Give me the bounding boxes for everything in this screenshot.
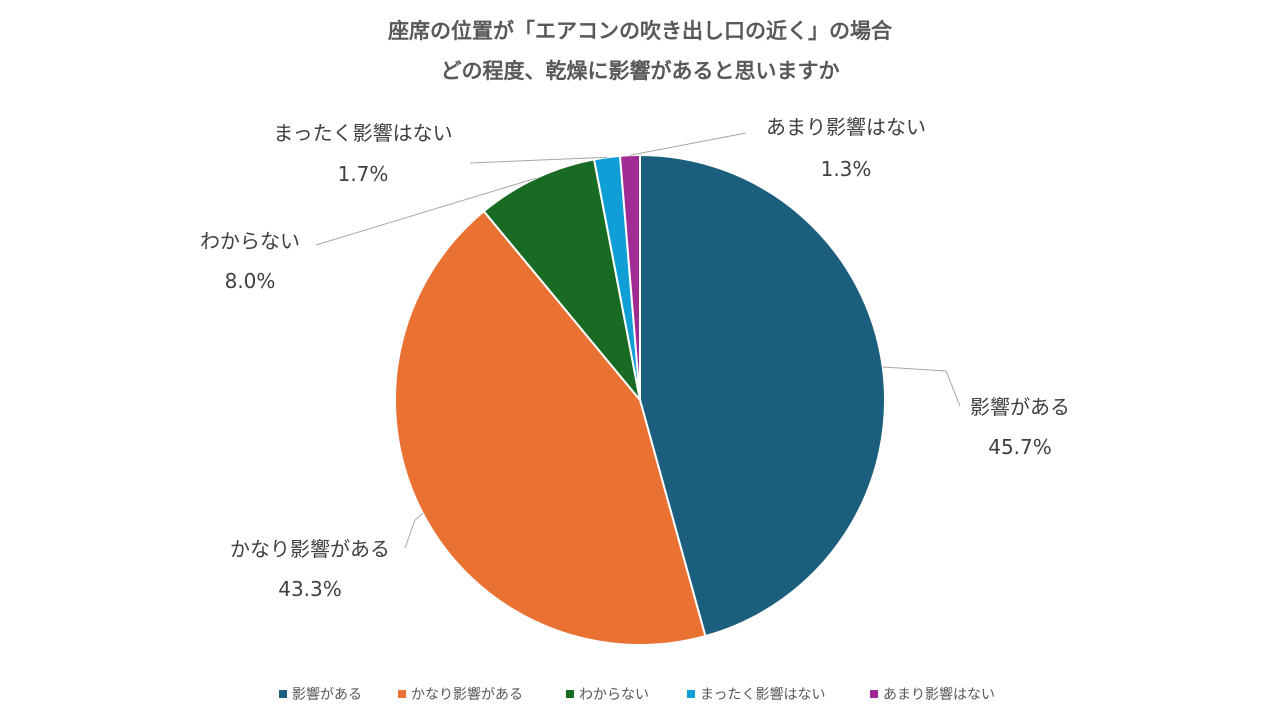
legend-marker (566, 690, 574, 698)
legend-label: 影響がある (292, 686, 362, 703)
legend-label: まったく影響はない (700, 686, 825, 703)
legend-item-4: あまり影響はない (870, 686, 995, 703)
pie-slices (394, 153, 886, 646)
leader-lines (315, 132, 961, 549)
pie-slice-4 (618, 153, 641, 401)
data-label-0: 影響がある 45.7% (970, 395, 1070, 459)
data-label-value: 45.7% (988, 435, 1052, 459)
data-label-value: 8.0% (225, 269, 276, 293)
legend-marker (687, 690, 695, 698)
data-label-name: 影響がある (970, 395, 1070, 419)
leader-line-3 (469, 156, 608, 164)
data-label-2: わからない 8.0% (200, 229, 300, 293)
data-label-1: かなり影響がある 43.3% (230, 537, 390, 601)
legend-label: かなり影響がある (411, 686, 523, 703)
legend-item-0: 影響がある (279, 686, 362, 703)
data-label-name: あまり影響はない (766, 115, 926, 139)
data-label-value: 1.7% (338, 162, 389, 186)
leader-line-2 (315, 177, 536, 246)
leader-line-0 (882, 366, 961, 407)
data-label-3: まったく影響はない 1.7% (273, 121, 452, 186)
chart-title-line1: 座席の位置が「エアコンの吹き出し口の近く」の場合 (388, 19, 893, 43)
legend-item-1: かなり影響がある (398, 686, 523, 703)
legend-label: あまり影響はない (883, 686, 995, 703)
data-label-name: わからない (200, 229, 300, 253)
legend-marker (398, 690, 406, 698)
legend-marker (279, 690, 287, 698)
leader-line-1 (404, 512, 424, 549)
legend-item-2: わからない (566, 687, 649, 703)
legend-label: わからない (579, 687, 649, 703)
data-label-value: 1.3% (821, 157, 872, 181)
leader-line-4 (629, 132, 747, 156)
pie-slice-0 (639, 153, 886, 638)
chart-title-line2: どの程度、乾燥に影響があると思いますか (441, 59, 840, 83)
data-label-name: かなり影響がある (230, 537, 390, 561)
data-label-4: あまり影響はない 1.3% (766, 115, 926, 181)
legend-item-3: まったく影響はない (687, 686, 825, 703)
legend: 影響がある かなり影響がある わからない まったく影響はない あまり影響はない (279, 686, 995, 703)
data-label-value: 43.3% (278, 577, 342, 601)
data-label-name: まったく影響はない (273, 121, 452, 145)
legend-marker (870, 690, 878, 698)
